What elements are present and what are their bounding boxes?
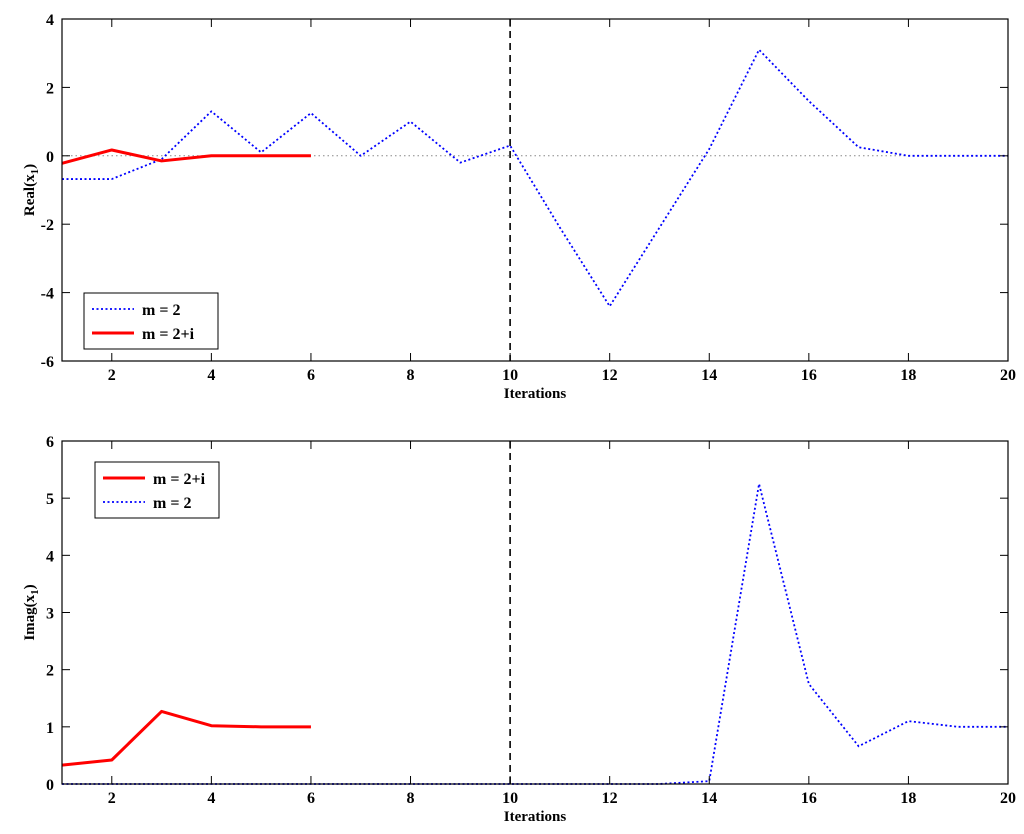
y-axis-label: Real(x1) — [22, 164, 41, 216]
x-tick-label: 10 — [502, 367, 518, 384]
y-tick-label: 4 — [46, 548, 54, 565]
chart-panel-1: 2 4 6 8 10 12 14 16 18 20 -6 -4 -2 0 2 4 Iterations Real(… — [22, 12, 1016, 402]
series-line-2 — [62, 482, 1008, 785]
legend-box — [94, 461, 220, 519]
x-tick-label: 16 — [801, 790, 817, 807]
y-tick-label: -2 — [41, 217, 54, 234]
x-tick-label: 6 — [307, 790, 315, 807]
x-tick-label: 8 — [407, 367, 415, 384]
y-tick-label: 5 — [46, 491, 54, 508]
x-tick-label: 2 — [108, 367, 116, 384]
y-tick-label: 0 — [46, 777, 54, 794]
x-tick-label: 4 — [207, 790, 215, 807]
y-tick-label: 3 — [46, 606, 54, 623]
x-tick-label: 20 — [1000, 790, 1016, 807]
y-tick-label: -4 — [41, 286, 54, 303]
x-tick-label: 14 — [701, 367, 717, 384]
series-line-1 — [61, 709, 311, 767]
series-line-1 — [62, 48, 1008, 308]
x-tick-label: 6 — [307, 367, 315, 384]
x-tick-label: 2 — [108, 790, 116, 807]
y-axis-label: Imag(x1) — [22, 584, 41, 640]
y-tick-label: 2 — [46, 663, 54, 680]
series-line-2 — [61, 148, 311, 165]
x-tick-label: 10 — [502, 790, 518, 807]
x-tick-label: 16 — [801, 367, 817, 384]
legend-label: m = 2 — [153, 495, 191, 512]
legend: m = 2 m = 2+i — [83, 292, 219, 350]
x-axis-label: Iterations — [504, 809, 567, 825]
x-tick-label: 12 — [602, 367, 618, 384]
x-axis-label: Iterations — [504, 386, 567, 402]
y-tick-label: 4 — [46, 12, 54, 29]
legend-label: m = 2+i — [153, 471, 206, 488]
x-tick-label: 18 — [900, 790, 916, 807]
chart-panel-2: 2 4 6 8 10 12 14 16 18 200123456IterationsImag(x1… — [22, 434, 1016, 825]
legend: m = 2+i m = 2 — [94, 461, 220, 519]
x-tick-label: 18 — [900, 367, 916, 384]
y-tick-label: -6 — [41, 354, 54, 371]
y-tick-label: 1 — [46, 720, 54, 737]
x-tick-label: 8 — [407, 790, 415, 807]
legend-label: m = 2 — [142, 302, 180, 319]
y-tick-label: 2 — [46, 80, 54, 97]
x-tick-label: 20 — [1000, 367, 1016, 384]
legend-label: m = 2+i — [142, 326, 195, 343]
y-tick-label: 6 — [46, 434, 54, 451]
x-tick-label: 14 — [701, 790, 717, 807]
x-tick-label: 12 — [602, 790, 618, 807]
x-tick-label: 4 — [207, 367, 215, 384]
legend-box — [83, 292, 219, 350]
y-tick-label: 0 — [46, 149, 54, 166]
axes-frame — [61, 18, 1009, 362]
